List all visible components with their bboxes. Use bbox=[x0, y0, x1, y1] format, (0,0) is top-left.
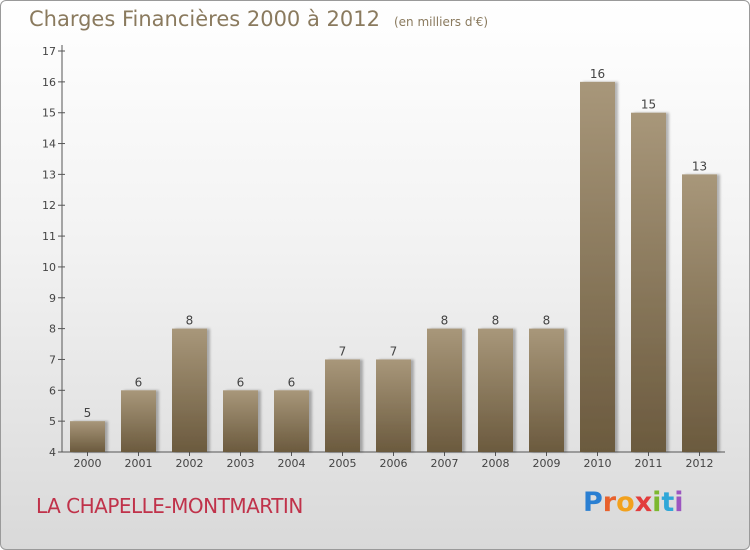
x-tick-label: 2009 bbox=[533, 457, 561, 470]
value-label: 8 bbox=[543, 314, 551, 328]
commune-name: LA CHAPELLE-MONTMARTIN bbox=[36, 494, 303, 518]
value-label: 6 bbox=[135, 375, 143, 389]
x-tick-label: 2001 bbox=[125, 457, 153, 470]
chart-subtitle: (en milliers d'€) bbox=[393, 15, 489, 29]
y-tick-label: 10 bbox=[42, 261, 56, 274]
proxiti-logo: Proxiti bbox=[583, 487, 684, 518]
x-tick-label: 2002 bbox=[176, 457, 204, 470]
logo-letter: i bbox=[652, 487, 662, 518]
bar-2006 bbox=[376, 359, 411, 452]
logo-letter: o bbox=[616, 487, 635, 518]
labels: 2000 5 2001 6 2002 8 2003 6 2004 6 2005 7 2006 7 2007 8… bbox=[74, 67, 714, 470]
y-tick-label: 11 bbox=[42, 230, 56, 243]
y-tick-label: 5 bbox=[49, 415, 56, 428]
y-tick-label: 4 bbox=[49, 446, 56, 459]
bars bbox=[70, 81, 717, 452]
x-tick-label: 2006 bbox=[380, 457, 408, 470]
bar-2007 bbox=[427, 328, 462, 452]
y-tick-label: 17 bbox=[42, 45, 56, 58]
chart-title: Charges Financières 2000 à 2012 (en milli… bbox=[29, 7, 488, 31]
value-label: 8 bbox=[492, 314, 500, 328]
value-label: 7 bbox=[390, 344, 398, 358]
chart-title-text: Charges Financières 2000 à 2012 bbox=[29, 7, 380, 31]
y-tick-label: 6 bbox=[49, 384, 56, 397]
bar-2011 bbox=[631, 112, 666, 452]
y-tick-label: 14 bbox=[42, 138, 56, 151]
y-tick-label: 8 bbox=[49, 323, 56, 336]
y-tick-label: 7 bbox=[49, 353, 56, 366]
value-label: 6 bbox=[288, 375, 296, 389]
value-label: 8 bbox=[441, 314, 449, 328]
bar-2001 bbox=[121, 390, 156, 452]
bar-2008 bbox=[478, 328, 513, 452]
bar-2012 bbox=[682, 174, 717, 452]
logo-letter: P bbox=[583, 487, 603, 518]
bar-2002 bbox=[172, 328, 207, 452]
x-tick-label: 2008 bbox=[482, 457, 510, 470]
y-tick-label: 13 bbox=[42, 168, 56, 181]
y-tick-label: 15 bbox=[42, 107, 56, 120]
bar-2000 bbox=[70, 421, 105, 452]
y-tick-label: 16 bbox=[42, 76, 56, 89]
x-tick-label: 2004 bbox=[278, 457, 306, 470]
value-label: 5 bbox=[84, 406, 92, 420]
logo-letter: r bbox=[602, 487, 617, 518]
bar-2010 bbox=[580, 81, 615, 452]
logo-letter: t bbox=[661, 487, 675, 518]
x-tick-label: 2010 bbox=[584, 457, 612, 470]
value-label: 7 bbox=[339, 344, 347, 358]
value-label: 16 bbox=[590, 67, 605, 81]
logo-letter: x bbox=[634, 487, 653, 518]
y-tick-label: 9 bbox=[49, 292, 56, 305]
value-label: 8 bbox=[186, 314, 194, 328]
logo-letter: i bbox=[674, 487, 684, 518]
bar-2009 bbox=[529, 328, 564, 452]
x-tick-label: 2012 bbox=[686, 457, 714, 470]
bar-2005 bbox=[325, 359, 360, 452]
x-tick-label: 2007 bbox=[431, 457, 459, 470]
value-label: 13 bbox=[692, 159, 707, 173]
value-label: 15 bbox=[641, 98, 656, 112]
x-tick-label: 2005 bbox=[329, 457, 357, 470]
bar-2004 bbox=[274, 390, 309, 452]
value-label: 6 bbox=[237, 375, 245, 389]
x-tick-label: 2000 bbox=[74, 457, 102, 470]
x-tick-label: 2011 bbox=[635, 457, 663, 470]
x-tick-label: 2003 bbox=[227, 457, 255, 470]
y-tick-label: 12 bbox=[42, 199, 56, 212]
bar-2003 bbox=[223, 390, 258, 452]
